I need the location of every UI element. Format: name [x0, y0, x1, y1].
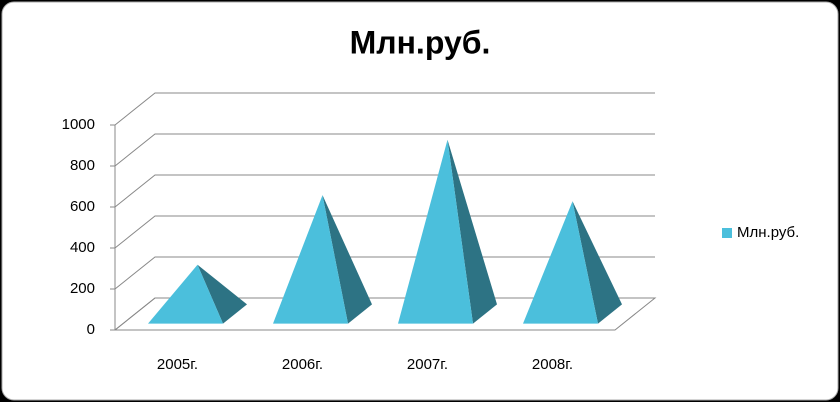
pyramid-side	[447, 139, 497, 324]
legend-label: Млн.руб.	[737, 224, 799, 241]
pyramid	[398, 139, 473, 324]
x-tick-label: 2005г.	[157, 356, 198, 373]
x-tick-label: 2006г.	[282, 356, 323, 373]
chart-title: Млн.руб.	[350, 24, 491, 60]
pyramid-side	[322, 195, 372, 324]
grid-line	[114, 133, 655, 167]
legend-swatch	[722, 228, 732, 238]
pyramid-side	[197, 264, 247, 324]
x-tick-label: 2008г.	[532, 356, 573, 373]
y-tick-label: 200	[70, 280, 95, 297]
pyramid	[273, 195, 348, 324]
grid-line	[114, 256, 655, 290]
y-tick-label: 0	[87, 321, 95, 338]
x-tick-label: 2007г.	[407, 356, 448, 373]
y-tick-label: 800	[70, 157, 95, 174]
grid-line	[114, 215, 655, 249]
pyramid	[148, 264, 223, 324]
y-tick-label: 1000	[62, 116, 95, 133]
grid-line	[114, 174, 655, 208]
pyramid-side	[572, 201, 622, 324]
y-tick-label: 600	[70, 198, 95, 215]
pyramid	[523, 201, 598, 324]
grid-line	[114, 92, 655, 126]
y-tick-label: 400	[70, 239, 95, 256]
